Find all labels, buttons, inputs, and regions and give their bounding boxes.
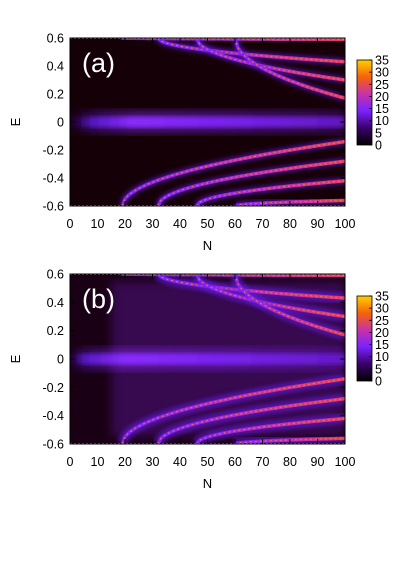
x-tick-label: 80: [283, 455, 297, 469]
x-tick-label: 40: [173, 455, 187, 469]
colorbar-gradient: [356, 59, 373, 146]
x-tick-label: 20: [118, 455, 132, 469]
x-tick-label: 10: [91, 455, 105, 469]
y-axis-label: E: [8, 354, 23, 363]
colorbar-tick-label: 20: [375, 90, 389, 104]
y-tick-label: 0.4: [47, 60, 64, 74]
x-tick-label: 20: [118, 217, 132, 231]
x-tick-label: 30: [146, 455, 160, 469]
colorbar-tick-label: 25: [375, 78, 389, 92]
x-tick-label: 60: [228, 217, 242, 231]
branch-line: [194, 416, 345, 444]
x-axis-label: N: [203, 476, 212, 491]
colorbar-tick-label: 35: [375, 290, 389, 304]
branch-core: [195, 38, 345, 81]
branch-core: [157, 398, 345, 444]
x-tick-label: 40: [173, 217, 187, 231]
colorbar-tick-label: 25: [375, 314, 389, 328]
panel-b: 0.60.40.20-0.2-0.4-0.60 10 20 30 40 50 60 70 80 9…: [8, 268, 389, 492]
colorbar-tick-label: 30: [375, 302, 389, 316]
y-axis-label: E: [8, 117, 23, 126]
x-tick-label: 90: [311, 455, 325, 469]
branch-core: [234, 38, 345, 99]
colorbar-tick-label: 15: [375, 102, 389, 116]
y-tick-label: 0.6: [47, 32, 64, 46]
heatmap-area: [70, 274, 345, 444]
colorbar-tick-label: 30: [375, 66, 389, 80]
colorbar-tick-label: 5: [375, 362, 382, 376]
y-tick-label: -0.2: [42, 381, 64, 395]
branch-core: [157, 160, 345, 206]
x-tick-label: 100: [335, 455, 356, 469]
x-axis-label: N: [203, 238, 212, 253]
x-tick-label: 70: [256, 217, 270, 231]
x-tick-label: 100: [335, 217, 356, 231]
colorbar-tick-label: 20: [375, 326, 389, 340]
branch-core: [157, 38, 345, 63]
panel-a: 0.60.40.20-0.2-0.4-0.60 10 20 30 40 50 60 70 80 9…: [8, 32, 389, 254]
x-tick-label: 50: [201, 217, 215, 231]
branch-core: [157, 274, 345, 299]
y-tick-label: 0.2: [47, 88, 64, 102]
colorbar-tick-label: 35: [375, 54, 389, 68]
y-tick-label: -0.2: [42, 144, 64, 158]
colorbar-tick-label: 10: [375, 350, 389, 364]
y-tick-label: 0.6: [47, 268, 64, 282]
y-tick-label: -0.4: [42, 172, 64, 186]
colorbar-tick-label: 15: [375, 338, 389, 352]
colorbar-tick-label: 5: [375, 126, 382, 140]
panel-label: (b): [82, 284, 115, 314]
y-tick-label: -0.4: [42, 409, 64, 423]
y-tick-label: -0.6: [42, 438, 64, 452]
x-tick-label: 10: [91, 217, 105, 231]
y-tick-label: 0.4: [47, 296, 64, 310]
x-tick-label: 80: [283, 217, 297, 231]
x-tick-label: 60: [228, 455, 242, 469]
branch-line: [120, 139, 345, 206]
colorbar-tick-label: 0: [375, 139, 382, 153]
branch-line: [194, 179, 345, 206]
panel-label: (a): [82, 48, 115, 78]
central-band: [70, 117, 345, 127]
y-tick-label: 0.2: [47, 324, 64, 338]
y-tick-label: 0: [57, 116, 64, 130]
x-tick-label: 0: [67, 217, 74, 231]
branch-core: [234, 274, 345, 336]
y-tick-label: -0.6: [42, 200, 64, 214]
branch-core: [195, 274, 345, 318]
colorbar-gradient: [356, 295, 373, 382]
branch-line: [120, 377, 345, 444]
colorbar-tick-label: 10: [375, 114, 389, 128]
colorbar-tick-label: 0: [375, 375, 382, 389]
x-tick-label: 90: [311, 217, 325, 231]
x-tick-label: 70: [256, 455, 270, 469]
x-tick-label: 0: [67, 455, 74, 469]
central-band: [70, 354, 345, 364]
x-tick-label: 50: [201, 455, 215, 469]
x-tick-label: 30: [146, 217, 160, 231]
y-tick-label: 0: [57, 353, 64, 367]
